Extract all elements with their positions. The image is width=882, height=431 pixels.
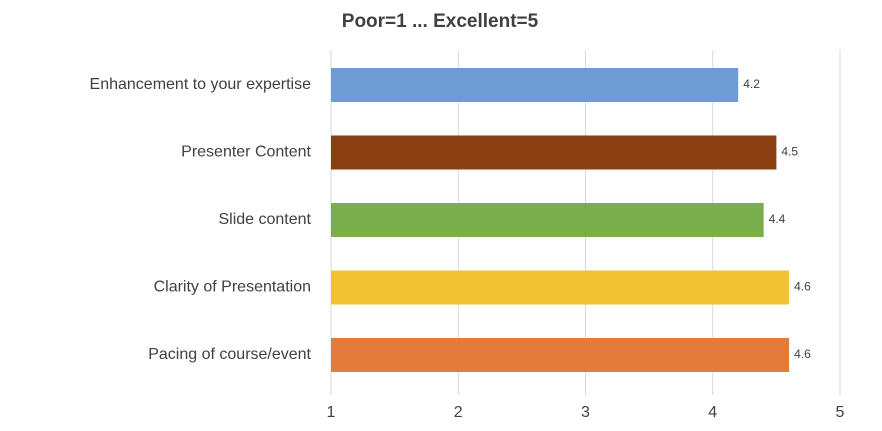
chart-title: Poor=1 ... Excellent=5 xyxy=(342,11,539,32)
y-tick-label: Presenter Content xyxy=(181,144,311,161)
y-tick-label: Slide content xyxy=(218,211,311,228)
bar xyxy=(331,135,777,170)
bar xyxy=(331,338,790,372)
x-tick-label: 2 xyxy=(454,404,463,421)
x-tick-label: 5 xyxy=(836,404,845,421)
bar xyxy=(331,270,790,305)
bar xyxy=(331,68,739,102)
data-label: 4.2 xyxy=(743,77,760,91)
data-label: 4.4 xyxy=(769,212,786,226)
x-tick-label: 3 xyxy=(581,404,590,421)
x-tick-label: 1 xyxy=(327,404,336,421)
x-tick-label: 4 xyxy=(708,404,717,421)
data-label: 4.5 xyxy=(781,145,798,159)
y-tick-label: Pacing of course/event xyxy=(148,346,311,363)
data-label: 4.6 xyxy=(794,347,811,361)
bar xyxy=(331,203,764,237)
y-tick-label: Clarity of Presentation xyxy=(154,279,311,296)
y-tick-label: Enhancement to your expertise xyxy=(90,76,312,93)
data-label: 4.6 xyxy=(794,280,811,294)
